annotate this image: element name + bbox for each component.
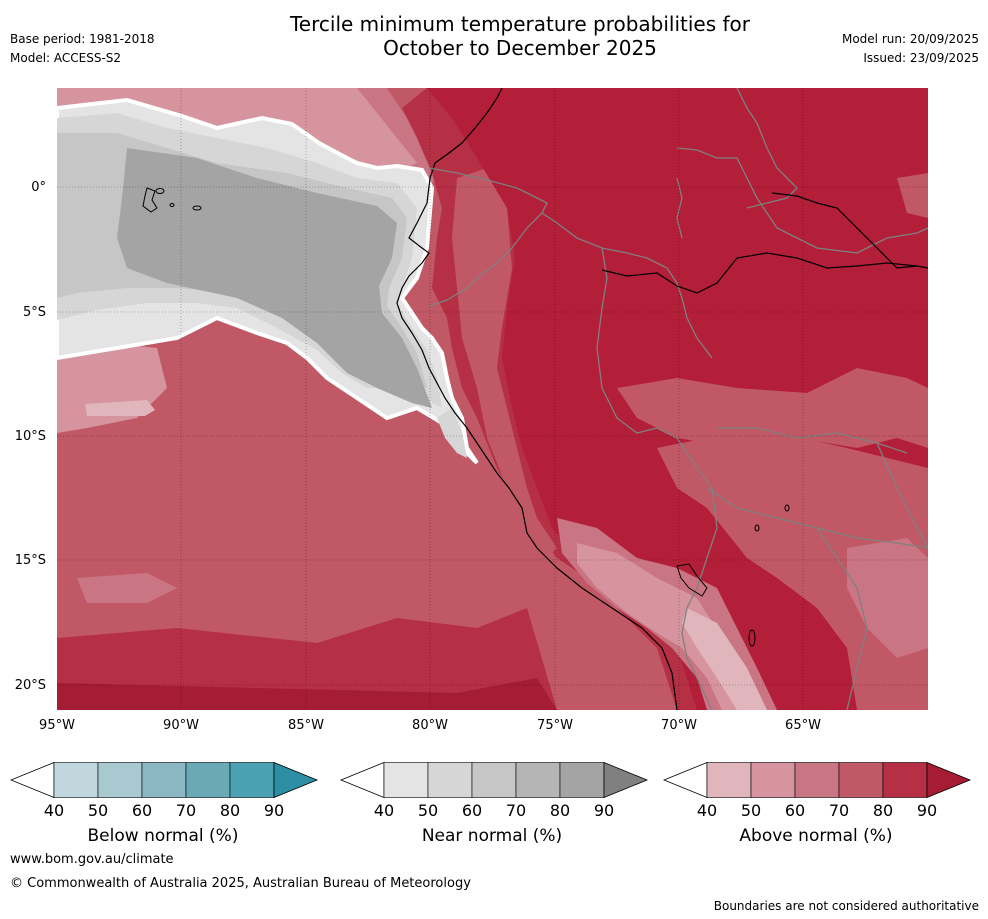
meta-right: Model run: 20/09/2025 Issued: 23/09/2025 xyxy=(842,32,979,70)
colorbar-segment xyxy=(97,762,143,798)
tick: 90 xyxy=(263,801,285,820)
gridlines xyxy=(57,88,928,710)
colorbar-segment xyxy=(515,762,561,798)
tick: 80 xyxy=(549,801,571,820)
colorbar-segment xyxy=(383,762,429,798)
tick: 40 xyxy=(373,801,395,820)
inland-above-70-region xyxy=(657,428,928,710)
tick: 50 xyxy=(740,801,762,820)
galapagos-islands xyxy=(142,187,202,213)
colorbar-segment xyxy=(882,762,928,798)
tick: 90 xyxy=(916,801,938,820)
altiplano-above-40 xyxy=(682,608,767,710)
lon-label-70w: 70°W xyxy=(661,718,697,733)
colorbar-segment xyxy=(53,762,99,798)
colorbar-segment xyxy=(427,762,473,798)
lon-label-65w: 65°W xyxy=(785,718,821,733)
lat-label-10s: 10°S xyxy=(14,429,46,444)
base-period: Base period: 1981-2018 xyxy=(10,32,155,46)
above-90-region-south xyxy=(57,678,557,710)
near-normal-colorbar xyxy=(340,762,649,798)
colorbar-extend-low xyxy=(10,762,55,798)
tick: 50 xyxy=(87,801,109,820)
footer-url: www.bom.gov.au/climate xyxy=(10,852,174,867)
lat-label-5s: 5°S xyxy=(22,305,46,320)
colorbar-extend-low xyxy=(340,762,385,798)
colorbar-segment xyxy=(141,762,187,798)
lon-label-75w: 75°W xyxy=(537,718,573,733)
lon-label-80w: 80°W xyxy=(412,718,448,733)
model-run: Model run: 20/09/2025 xyxy=(841,32,979,46)
model-name: Model: ACCESS-S2 xyxy=(10,51,122,65)
north-inland-patch xyxy=(897,173,928,218)
footer-copyright: © Commonwealth of Australia 2025, Austra… xyxy=(10,876,471,891)
colorbar-segment xyxy=(838,762,884,798)
colorbar-segment xyxy=(229,762,275,798)
colorbar-segment xyxy=(559,762,605,798)
colorbar-segment xyxy=(706,762,752,798)
issued-date: Issued: 23/09/2025 xyxy=(863,51,979,65)
inland-above-80-patch xyxy=(617,368,928,448)
above-normal-label: Above normal (%) xyxy=(739,826,893,846)
footer-note: Boundaries are not considered authoritat… xyxy=(713,899,979,913)
tick: 70 xyxy=(175,801,197,820)
tick: 80 xyxy=(872,801,894,820)
title-line-1: Tercile minimum temperature probabilitie… xyxy=(289,12,751,36)
colorbar-extend-high xyxy=(273,762,319,798)
probability-map xyxy=(57,88,928,710)
meta-left: Base period: 1981-2018 Model: ACCESS-S2 xyxy=(10,32,155,70)
lat-label-15s: 15°S xyxy=(14,553,46,568)
lakes xyxy=(676,504,790,647)
lon-label-85w: 85°W xyxy=(288,718,324,733)
lon-label-95w: 95°W xyxy=(39,718,75,733)
tick: 60 xyxy=(784,801,806,820)
tick: 50 xyxy=(417,801,439,820)
near-normal-label: Near normal (%) xyxy=(421,826,563,846)
above-80-region-south xyxy=(57,608,557,710)
colorbar-segment xyxy=(185,762,231,798)
colorbar-segment xyxy=(471,762,517,798)
colorbar-segment xyxy=(794,762,840,798)
amazon-river xyxy=(601,252,928,294)
above-normal-colorbar xyxy=(663,762,972,798)
rio-negro-river xyxy=(771,192,918,269)
colorbar-extend-low xyxy=(663,762,708,798)
tick: 60 xyxy=(461,801,483,820)
near-80-region xyxy=(117,148,432,408)
above-60-patch-south xyxy=(77,573,177,603)
lat-label-20s: 20°S xyxy=(14,678,46,693)
colorbar-extend-high xyxy=(926,762,972,798)
country-borders xyxy=(428,88,928,710)
above-40-patch-west xyxy=(85,400,155,416)
coastline xyxy=(396,88,678,710)
tick: 40 xyxy=(696,801,718,820)
below-normal-label: Below normal (%) xyxy=(87,826,239,846)
below-normal-colorbar xyxy=(10,762,319,798)
tick: 40 xyxy=(43,801,65,820)
tick: 90 xyxy=(593,801,615,820)
tick: 70 xyxy=(828,801,850,820)
lat-label-0: 0° xyxy=(31,180,46,195)
coastal-above-70-strip xyxy=(452,168,557,558)
near-coastal-patch xyxy=(437,408,467,458)
tick: 60 xyxy=(131,801,153,820)
colorbar-segment xyxy=(750,762,796,798)
colorbar-extend-high xyxy=(603,762,649,798)
tick: 70 xyxy=(505,801,527,820)
map-title: Tercile minimum temperature probabilitie… xyxy=(0,12,988,60)
title-line-2: October to December 2025 xyxy=(383,36,657,60)
lon-label-90w: 90°W xyxy=(163,718,199,733)
tick: 80 xyxy=(219,801,241,820)
